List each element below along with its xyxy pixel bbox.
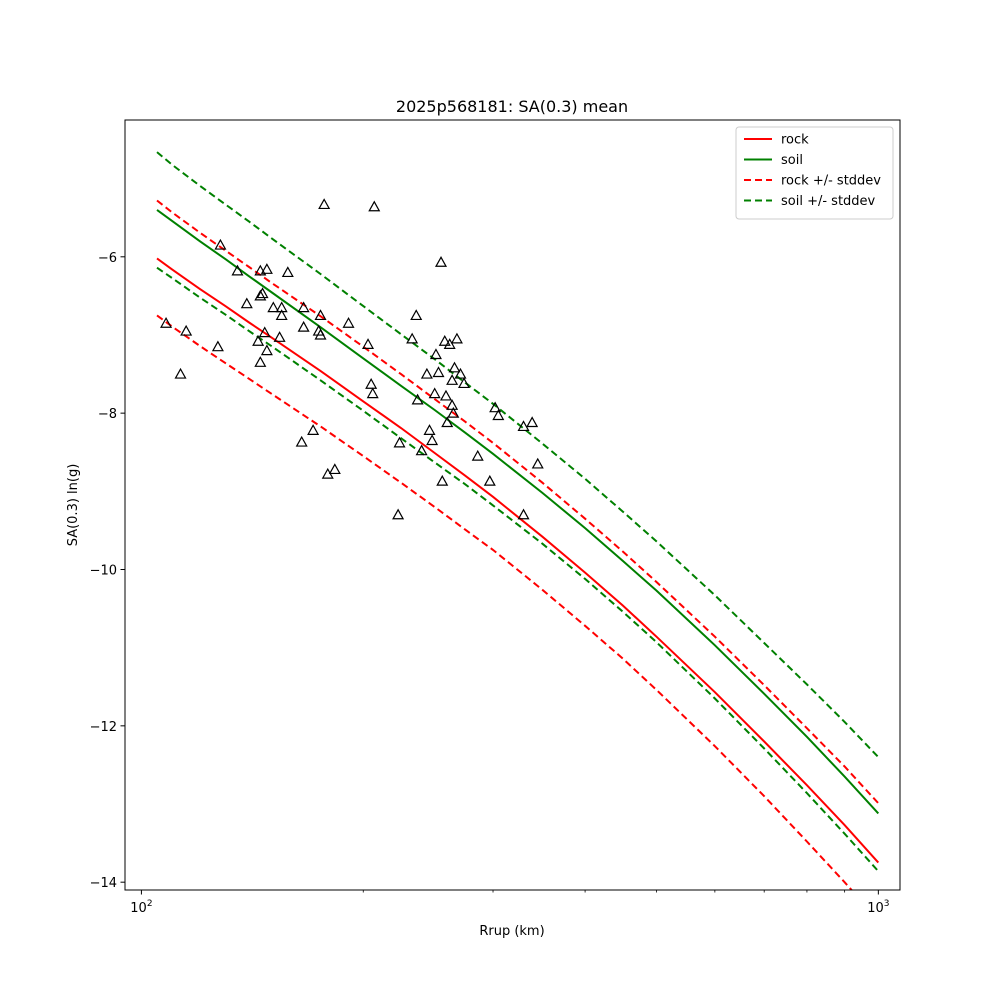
curve-layer — [156, 151, 880, 890]
observation-point — [365, 377, 378, 389]
observation-point — [428, 387, 441, 399]
observation-point — [420, 367, 433, 379]
observation-point — [457, 377, 471, 389]
observation-point — [392, 508, 405, 520]
observation-point — [526, 416, 539, 428]
observation-point — [426, 434, 439, 446]
legend-label: soil — [781, 153, 803, 168]
plot-frame — [124, 119, 901, 891]
y-tick-label: −6 — [98, 251, 117, 266]
observation-point — [448, 361, 461, 373]
observation-point — [492, 409, 505, 421]
observation-point — [160, 317, 173, 328]
observation-point — [231, 264, 244, 276]
observation-point — [174, 367, 187, 379]
observation-point — [471, 449, 484, 461]
observation-point — [361, 338, 375, 349]
observation-point — [275, 309, 288, 321]
observation-point — [260, 344, 273, 356]
observation-point — [254, 356, 267, 367]
observation-point — [531, 457, 544, 469]
observation-point — [368, 200, 381, 212]
x-axis-label: Rrup (km) — [479, 924, 544, 939]
observation-point — [254, 289, 267, 301]
observation-point — [434, 256, 448, 267]
y-axis: −14 −12 −10 −8 −6 — [90, 251, 125, 891]
observation-point — [410, 309, 423, 321]
observation-point — [489, 401, 502, 413]
y-tick-label: −14 — [90, 876, 117, 891]
observation-point — [415, 444, 428, 456]
series-line-1 — [156, 209, 880, 815]
observation-point — [483, 474, 496, 486]
observation-point — [314, 309, 327, 321]
observation-point — [281, 266, 294, 278]
observation-point — [214, 238, 227, 250]
observation-point — [342, 317, 355, 328]
legend-label: rock — [781, 133, 809, 148]
observation-point — [252, 334, 265, 346]
observation-point — [446, 374, 459, 385]
legend-box — [735, 126, 894, 220]
y-tick-label: −8 — [98, 407, 117, 422]
observation-point — [443, 338, 456, 349]
y-tick-label: −12 — [90, 720, 117, 735]
observation-point — [450, 332, 463, 344]
legend: rock soil rock +/- stddev soil +/- stddev — [735, 126, 894, 220]
series-line-0 — [156, 257, 880, 864]
series-line-2 — [156, 199, 880, 804]
observation-point — [314, 328, 327, 340]
observation-point — [429, 348, 442, 360]
observation-point — [406, 332, 419, 344]
y-axis-label: SA(0.3) ln(g) — [66, 464, 81, 547]
observation-point — [393, 436, 406, 448]
legend-label: rock +/- stddev — [781, 174, 881, 189]
observation-point — [273, 331, 286, 342]
observation-point — [411, 393, 424, 405]
observation-point — [447, 406, 460, 418]
chart-title: 2025p568181: SA(0.3) mean — [396, 97, 628, 116]
observation-point — [318, 198, 331, 210]
legend-label: soil +/- stddev — [781, 194, 876, 209]
observation-point — [297, 301, 310, 313]
observation-point — [439, 389, 453, 401]
observation-point — [366, 387, 379, 399]
observation-point — [240, 297, 253, 309]
observation-point — [423, 424, 436, 435]
observation-point — [438, 334, 451, 346]
y-tick-label: −10 — [90, 563, 117, 578]
observation-point — [517, 420, 530, 432]
series-line-5 — [156, 266, 880, 872]
observation-point — [295, 435, 308, 447]
observation-point — [297, 320, 310, 332]
observation-point — [267, 301, 280, 313]
observation-point — [441, 416, 454, 428]
series-line-3 — [156, 314, 853, 890]
observation-point — [275, 301, 288, 313]
observation-point — [432, 366, 445, 378]
observation-point — [517, 508, 530, 520]
observation-point — [328, 463, 341, 475]
observation-point — [260, 263, 273, 274]
observation-point — [454, 367, 467, 379]
observation-point — [258, 326, 271, 338]
observation-point — [436, 474, 449, 486]
observation-point — [256, 287, 269, 299]
observation-layer — [160, 198, 544, 520]
observation-point — [307, 424, 320, 435]
observation-point — [211, 340, 224, 352]
observation-point — [180, 324, 193, 336]
